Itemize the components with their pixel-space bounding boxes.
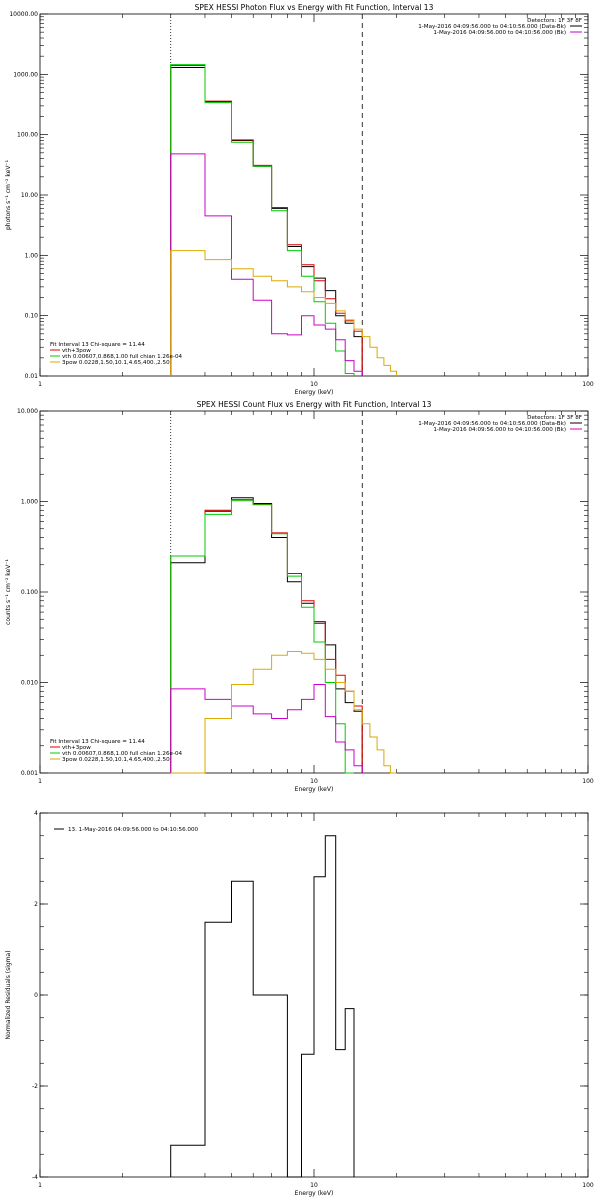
count-chart-x-tick-label: 10 [310, 778, 318, 785]
photon-chart-x-label: Energy (keV) [295, 389, 334, 396]
count-chart-frame [39, 410, 589, 774]
count-chart-series-3pow [170, 651, 397, 774]
count-chart-y-tick-label: 1.000 [21, 499, 38, 506]
residual-chart-x-tick-label: 1 [38, 1182, 42, 1189]
count-chart-series-bk [170, 684, 363, 773]
photon-chart-series-vth [170, 64, 355, 376]
photon-chart-legend-left-label: 3pow 0.0228,1.50,10.1,4.65,400.,2.50 [62, 360, 170, 366]
count-chart-legend-left-label: vth+3pow [62, 745, 91, 751]
count-chart-y-tick-label: 10.000 [17, 408, 38, 415]
count-chart-legend-left-label: vth 0.00607,0.868,1.00 full chian 1.26e-… [62, 751, 183, 757]
residual-chart-y-tick-label: -2 [32, 1083, 38, 1090]
photon-chart-legend-right-label: 1-May-2016 04:09:56.000 to 04:10:56.000 … [433, 30, 566, 36]
residual-chart-x-tick-label: 100 [582, 1182, 594, 1189]
photon-chart-x-tick-label: 1 [38, 381, 42, 388]
count-chart-legend-right-label: 1-May-2016 04:09:56.000 to 04:10:56.000 … [418, 421, 566, 427]
photon-chart-series-bk [170, 153, 363, 376]
photon-chart-series-data-bk [170, 67, 363, 376]
photon-chart-y-tick-label: 1.00 [25, 252, 39, 259]
photon-chart: SPEX HESSI Photon Flux vs Energy with Fi… [5, 3, 594, 396]
count-chart-y-tick-label: 0.010 [21, 680, 38, 687]
photon-chart-y-tick-label: 100.00 [17, 132, 38, 139]
count-chart-title: SPEX HESSI Count Flux vs Energy with Fit… [197, 400, 432, 409]
photon-chart-y-tick-label: 10000.00 [9, 11, 38, 18]
photon-chart-legend-left-label: vth 0.00607,0.868,1.00 full chian 1.26e-… [62, 354, 183, 360]
count-chart-y-tick-label: 0.100 [21, 589, 38, 596]
count-chart-x-tick-label: 1 [38, 778, 42, 785]
residual-chart-series-residuals [170, 835, 355, 1178]
count-chart-x-label: Energy (keV) [295, 786, 334, 793]
residual-chart-y-tick-label: -4 [32, 1174, 38, 1181]
residual-chart: 1 10 100 Energy (keV) -4 -2 0 2 4 Normalized Resi… [5, 810, 594, 1197]
photon-chart-x-tick-label: 10 [310, 381, 318, 388]
photon-chart-legend-fit: Fit Interval 13 Chi-square = 11.44 [50, 342, 145, 348]
count-chart-legend-right-label: 1-May-2016 04:09:56.000 to 04:10:56.000 … [433, 427, 566, 433]
count-chart-series-vth-3pow [170, 499, 363, 773]
photon-chart-title: SPEX HESSI Photon Flux vs Energy with Fi… [195, 3, 434, 12]
residual-chart-y-tick-label: 0 [34, 992, 38, 999]
photon-chart-y-tick-label: 0.10 [25, 313, 39, 320]
photon-chart-y-label: photons s⁻¹ cm⁻² keV⁻¹ [5, 159, 12, 230]
count-chart-legend-detectors: Detectors: 1F 3F 8F [527, 415, 582, 421]
residual-chart-y-label: Normalized Residuals (sigma) [5, 950, 12, 1039]
photon-chart-y-tick-label: 1000.00 [13, 71, 38, 78]
photon-chart-legend-left-label: vth+3pow [62, 348, 91, 354]
photon-chart-series-3pow [170, 250, 397, 376]
residual-chart-legend-left-label: 13. 1-May-2016 04:09:56.000 to 04:10:56.… [68, 827, 199, 833]
count-chart-series-vth [170, 500, 354, 774]
photon-chart-y-tick-label: 0.01 [25, 373, 39, 380]
photon-chart-x-tick-label: 100 [582, 381, 594, 388]
photon-chart-legend-right-label: 1-May-2016 04:09:56.000 to 04:10:56.000 … [418, 24, 566, 30]
count-chart-y-tick-label: 0.001 [21, 770, 38, 777]
count-chart-y-label: counts s⁻¹ cm⁻² keV⁻¹ [5, 559, 12, 625]
count-chart-legend-fit: Fit Interval 13 Chi-square = 11.44 [50, 739, 145, 745]
residual-chart-y-tick-label: 4 [34, 810, 38, 817]
residual-chart-y-tick-label: 2 [34, 901, 38, 908]
photon-chart-legend-detectors: Detectors: 1F 3F 8F [527, 18, 582, 24]
residual-chart-x-tick-label: 10 [310, 1182, 318, 1189]
photon-chart-y-tick-label: 10.00 [21, 192, 38, 199]
count-chart: SPEX HESSI Count Flux vs Energy with Fit… [5, 400, 594, 793]
residual-chart-x-label: Energy (keV) [295, 1190, 334, 1197]
count-chart-series-data-bk [170, 497, 363, 773]
count-chart-legend-left-label: 3pow 0.0228,1.50,10.1,4.65,400.,2.50 [62, 757, 170, 763]
count-chart-x-tick-label: 100 [582, 778, 594, 785]
